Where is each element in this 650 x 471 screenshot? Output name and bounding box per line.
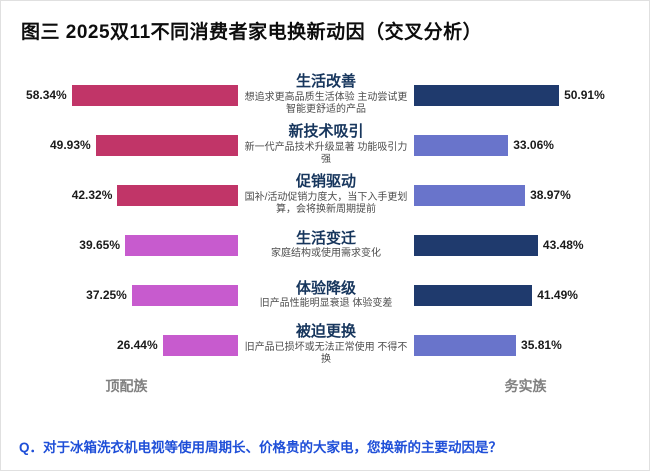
category-description: 家庭结构或使用需求变化 bbox=[271, 247, 381, 259]
category-description: 想追求更高品质生活体验 主动尝试更智能更舒适的产品 bbox=[244, 91, 408, 116]
category-block: 生活变迁 家庭结构或使用需求变化 bbox=[238, 230, 414, 261]
category-label: 新技术吸引 bbox=[288, 123, 364, 141]
chart-row: 58.34% 生活改善 想追求更高品质生活体验 主动尝试更智能更舒适的产品 50.91… bbox=[15, 70, 635, 120]
left-bar bbox=[125, 234, 238, 256]
right-bar-value-label: 41.49% bbox=[537, 288, 578, 302]
chart-title: 图三 2025双11不同消费者家电换新动因（交叉分析） bbox=[21, 22, 483, 43]
category-label: 促销驱动 bbox=[295, 173, 356, 191]
category-label: 体验降级 bbox=[295, 279, 356, 297]
right-bar bbox=[414, 84, 560, 106]
chart-row: 37.25% 体验降级 旧产品性能明显衰退 体验变差 41.49% bbox=[15, 270, 635, 320]
survey-question: Q．对于冰箱洗衣机电视等使用周期长、价格贵的大家电，您换新的主要动因是？ bbox=[19, 440, 502, 455]
right-bar-value-label: 38.97% bbox=[530, 188, 571, 202]
right-bar-zone: 35.81% bbox=[414, 334, 637, 356]
category-description: 新一代产品技术升级显著 功能吸引力强 bbox=[244, 141, 408, 166]
left-bar-value-label: 49.93% bbox=[50, 138, 91, 152]
right-bar-value-label: 33.06% bbox=[513, 138, 554, 152]
left-bar-zone: 26.44% bbox=[15, 334, 238, 356]
left-group-label: 顶配族 bbox=[105, 378, 148, 394]
axis-label-spacer bbox=[238, 376, 414, 396]
left-bar-zone: 37.25% bbox=[15, 284, 238, 306]
right-bar-zone: 50.91% bbox=[414, 84, 637, 106]
right-bar bbox=[414, 184, 526, 206]
left-bar bbox=[95, 134, 238, 156]
category-block: 被迫更换 旧产品已损坏或无法正常使用 不得不换 bbox=[238, 323, 414, 366]
left-bar bbox=[71, 84, 238, 106]
category-description: 国补/活动促销力度大，当下入手更划算，会将换新周期提前 bbox=[244, 191, 408, 216]
left-bar bbox=[131, 284, 238, 306]
left-bar-zone: 42.32% bbox=[15, 184, 238, 206]
right-bar-value-label: 43.48% bbox=[542, 238, 584, 252]
category-label: 生活改善 bbox=[295, 73, 356, 91]
category-label: 生活变迁 bbox=[295, 229, 356, 247]
left-bar-value-label: 39.65% bbox=[79, 238, 120, 252]
left-bar bbox=[162, 334, 238, 356]
category-description: 旧产品性能明显衰退 体验变差 bbox=[259, 297, 393, 309]
left-bar-value-label: 26.44% bbox=[116, 338, 158, 352]
left-bar bbox=[117, 184, 238, 206]
chart-row: 49.93% 新技术吸引 新一代产品技术升级显著 功能吸引力强 33.06% bbox=[15, 120, 635, 170]
left-bar-zone: 49.93% bbox=[15, 134, 238, 156]
chart-row: 26.44% 被迫更换 旧产品已损坏或无法正常使用 不得不换 35.81% bbox=[15, 320, 635, 370]
left-bar-zone: 39.65% bbox=[15, 234, 238, 256]
category-label: 被迫更换 bbox=[295, 323, 356, 341]
category-block: 促销驱动 国补/活动促销力度大，当下入手更划算，会将换新周期提前 bbox=[238, 173, 414, 216]
category-description: 旧产品已损坏或无法正常使用 不得不换 bbox=[244, 341, 408, 366]
right-bar bbox=[414, 284, 533, 306]
right-bar-value-label: 50.91% bbox=[564, 88, 605, 102]
right-bar bbox=[414, 134, 509, 156]
right-bar bbox=[414, 334, 517, 356]
left-bar-value-label: 58.34% bbox=[26, 88, 67, 102]
right-bar-zone: 41.49% bbox=[414, 284, 637, 306]
diverging-bar-chart: 58.34% 生活改善 想追求更高品质生活体验 主动尝试更智能更舒适的产品 50.91… bbox=[1, 70, 649, 370]
right-bar bbox=[414, 234, 538, 256]
category-block: 生活改善 想追求更高品质生活体验 主动尝试更智能更舒适的产品 bbox=[238, 73, 414, 116]
chart-row: 42.32% 促销驱动 国补/活动促销力度大，当下入手更划算，会将换新周期提前 38.… bbox=[15, 170, 635, 220]
right-bar-zone: 38.97% bbox=[414, 184, 637, 206]
right-bar-zone: 43.48% bbox=[414, 234, 637, 256]
left-bar-value-label: 37.25% bbox=[86, 288, 127, 302]
category-block: 体验降级 旧产品性能明显衰退 体验变差 bbox=[238, 280, 414, 311]
group-axis-labels: 顶配族 务实族 bbox=[1, 376, 649, 396]
left-bar-value-label: 42.32% bbox=[71, 188, 113, 202]
chart-row: 39.65% 生活变迁 家庭结构或使用需求变化 43.48% bbox=[15, 220, 635, 270]
category-block: 新技术吸引 新一代产品技术升级显著 功能吸引力强 bbox=[238, 123, 414, 166]
right-bar-zone: 33.06% bbox=[414, 134, 637, 156]
right-group-label: 务实族 bbox=[504, 378, 547, 394]
right-bar-value-label: 35.81% bbox=[521, 338, 562, 352]
left-bar-zone: 58.34% bbox=[15, 84, 238, 106]
